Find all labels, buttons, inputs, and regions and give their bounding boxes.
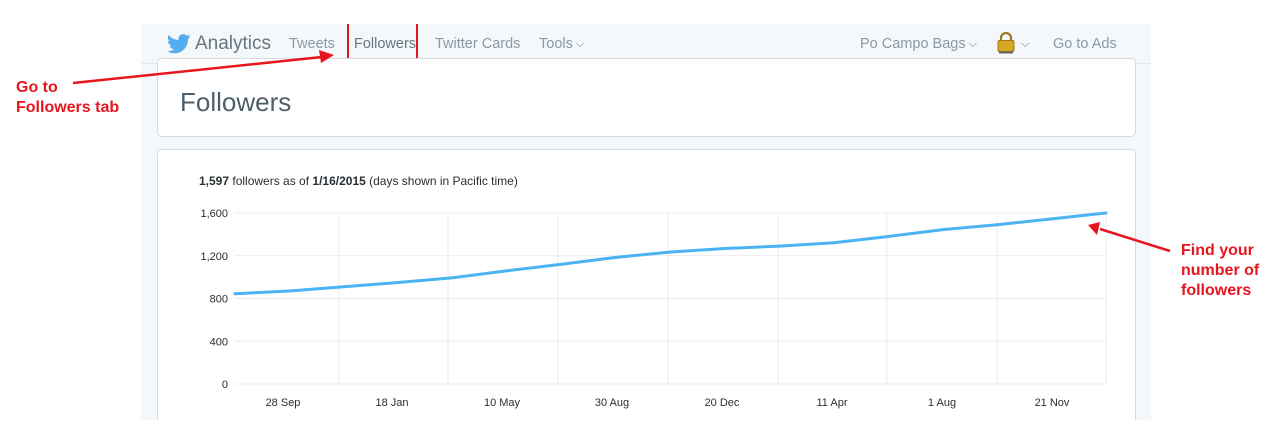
followers-line-chart: 0 400 800 1,200 1,600 28 Sep 18 Jan 10 May 30 Au… bbox=[200, 208, 1108, 409]
annotation-find-followers: Find your number of followers bbox=[1181, 241, 1259, 301]
annotation-line: Find your bbox=[1181, 242, 1254, 259]
x-tick-label: 21 Nov bbox=[1035, 397, 1070, 409]
follower-count: 1,597 bbox=[199, 174, 230, 188]
chevron-down-icon: ⌵ bbox=[575, 38, 585, 50]
tab-followers[interactable]: Followers bbox=[354, 36, 417, 52]
x-tick-label: 18 Jan bbox=[375, 397, 408, 409]
summary-date: 1/16/2015 bbox=[312, 174, 366, 188]
annotation-go-to-followers: Go to Followers tab bbox=[16, 78, 119, 118]
lock-avatar-icon[interactable] bbox=[996, 32, 1016, 54]
brand[interactable]: Analytics bbox=[167, 32, 271, 56]
x-tick-label: 11 Apr bbox=[817, 397, 848, 409]
tab-tools-label: Tools bbox=[539, 36, 573, 52]
annotation-line: followers bbox=[1181, 282, 1252, 299]
x-tick-label: 28 Sep bbox=[266, 397, 301, 409]
user-menu-toggle[interactable]: ⌵ bbox=[1018, 36, 1029, 52]
brand-label: Analytics bbox=[195, 33, 272, 54]
annotation-line: Followers tab bbox=[16, 99, 120, 116]
annotation-line: number of bbox=[1181, 262, 1260, 279]
y-tick-label: 0 bbox=[222, 379, 228, 391]
x-tick-label: 10 May bbox=[484, 397, 521, 409]
annotation-line: Go to bbox=[16, 79, 58, 96]
y-tick-label: 800 bbox=[210, 294, 228, 306]
page-title: Followers bbox=[180, 87, 292, 117]
account-name: Po Campo Bags bbox=[860, 36, 966, 52]
series-line-followers bbox=[233, 211, 1108, 296]
tab-twitter-cards[interactable]: Twitter Cards bbox=[435, 36, 521, 52]
summary-note: (days shown in Pacific time) bbox=[365, 174, 518, 188]
chevron-down-icon: ⌵ bbox=[968, 38, 977, 50]
tab-tweets[interactable]: Tweets bbox=[289, 36, 335, 52]
title-card: Followers bbox=[157, 58, 1136, 137]
y-tick-label: 400 bbox=[210, 336, 228, 348]
twitter-bird-icon bbox=[167, 34, 191, 54]
summary-text: followers as of bbox=[229, 174, 313, 188]
y-tick-label: 1,200 bbox=[200, 251, 228, 263]
followers-chart-card: 1,597 followers as of 1/16/2015 (days sh… bbox=[157, 149, 1136, 420]
x-tick-label: 20 Dec bbox=[705, 397, 740, 409]
tab-tools[interactable]: Tools ⌵ bbox=[539, 36, 584, 52]
account-menu[interactable]: Po Campo Bags ⌵ bbox=[860, 36, 977, 52]
chevron-down-icon: ⌵ bbox=[1021, 38, 1030, 50]
x-tick-label: 30 Aug bbox=[595, 397, 629, 409]
followers-summary: 1,597 followers as of 1/16/2015 (days sh… bbox=[199, 174, 518, 188]
y-tick-label: 1,600 bbox=[200, 208, 228, 220]
analytics-app: Analytics Tweets Followers Twitter Cards… bbox=[141, 24, 1151, 420]
go-to-ads-link[interactable]: Go to Ads bbox=[1053, 36, 1117, 52]
x-tick-label: 1 Aug bbox=[928, 397, 956, 409]
